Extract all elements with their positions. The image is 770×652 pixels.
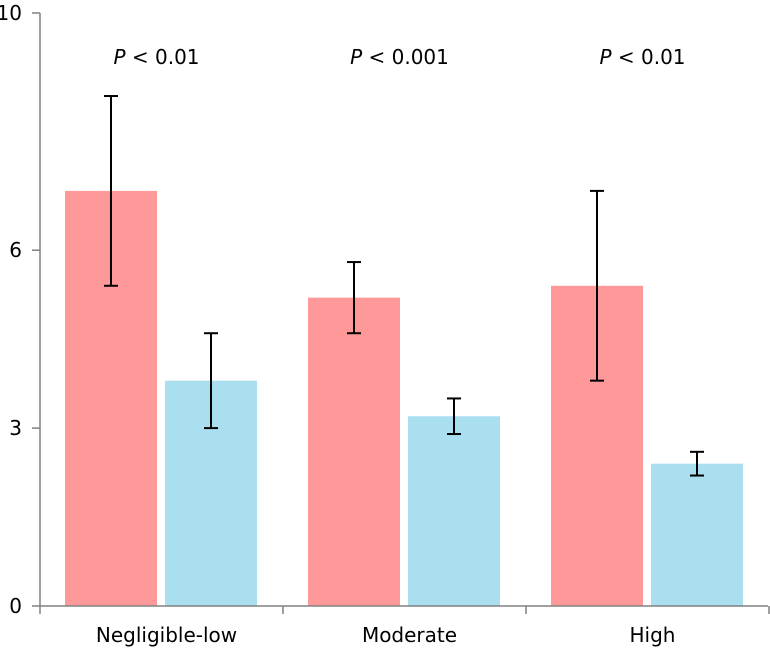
significance-annotation: P < 0.01 bbox=[113, 45, 199, 69]
significance-annotation: P < 0.01 bbox=[599, 45, 685, 69]
bar-series-2 bbox=[408, 416, 500, 606]
y-ticks-group: 0 3 6 10 bbox=[0, 1, 40, 618]
significance-annotation: P < 0.001 bbox=[350, 45, 449, 69]
y-tick-label: 10 bbox=[0, 1, 22, 25]
y-tick-label: 0 bbox=[9, 594, 22, 618]
error-bars-group bbox=[104, 95, 704, 477]
x-category-label: Moderate bbox=[362, 623, 457, 647]
annotations-group: P < 0.01 P < 0.001 P < 0.01 bbox=[113, 45, 685, 69]
axes-group bbox=[39, 13, 768, 607]
y-tick-label: 6 bbox=[9, 238, 22, 262]
x-ticks-group: Negligible-low Moderate High bbox=[39, 606, 770, 647]
x-category-label: High bbox=[630, 623, 676, 647]
bar-series-1 bbox=[308, 297, 400, 606]
x-category-label: Negligible-low bbox=[96, 623, 237, 647]
bars-group bbox=[65, 190, 743, 606]
y-tick-label: 3 bbox=[9, 416, 22, 440]
bar-series-2 bbox=[651, 463, 743, 606]
